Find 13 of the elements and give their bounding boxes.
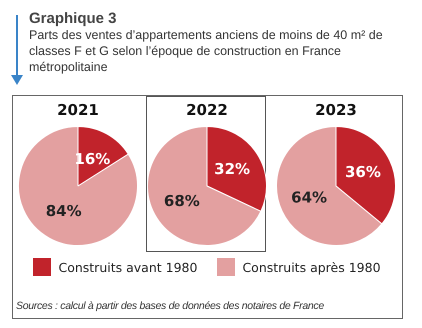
data-label: 84% — [46, 202, 82, 220]
chart-subtitle: Parts des ventes d’appartements anciens de moins de 40 m² de classes F et G selon l’époque de construction en France métropolitaine — [29, 27, 384, 75]
chart-title: 2023 — [315, 100, 357, 119]
legend-label: Construits après 1980 — [242, 260, 381, 274]
data-label: 68% — [164, 192, 200, 210]
data-label: 32% — [214, 160, 250, 178]
chart-title: 2021 — [57, 100, 99, 119]
text: Graphique 3 — [29, 10, 118, 27]
source-note: Sources : calcul à partir des bases de données des notaires de France — [16, 300, 324, 312]
chart-title: 2022 — [186, 100, 228, 119]
legend-label: Construits avant 1980 — [58, 260, 198, 274]
data-label: 36% — [344, 163, 381, 182]
data-label: 64% — [291, 188, 328, 207]
